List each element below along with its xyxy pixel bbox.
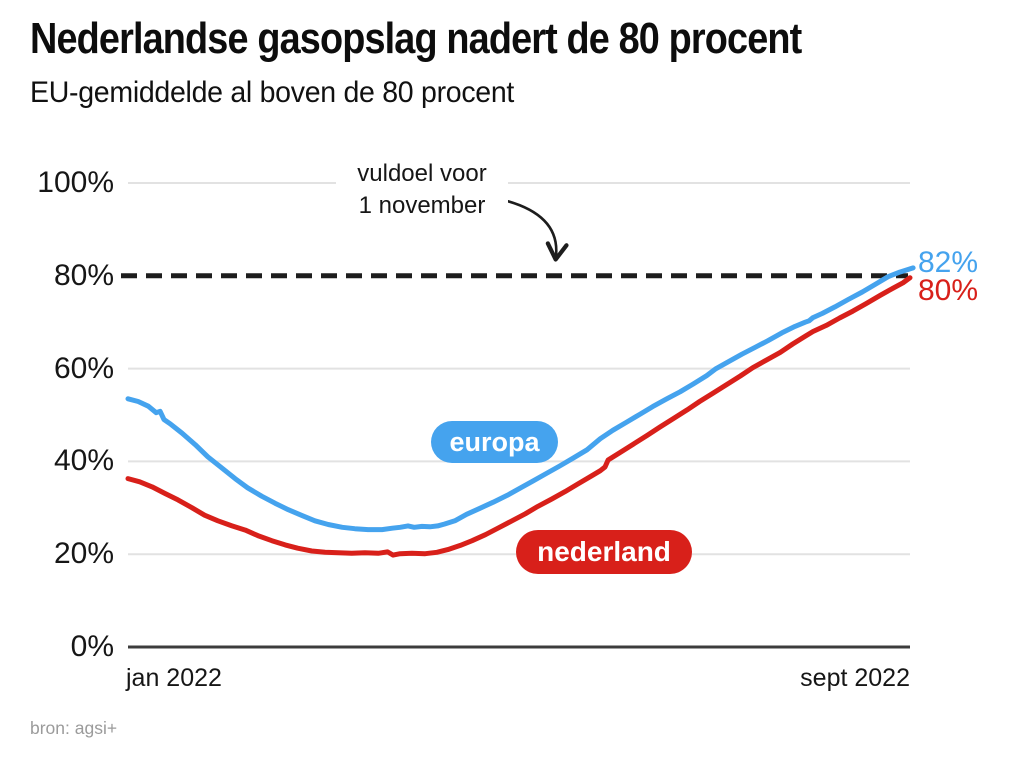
data-series-lines (125, 265, 916, 558)
y-axis-label-0: 0% (70, 630, 114, 663)
legend-pill-europa: europa (431, 421, 558, 463)
target-annotation-line1: vuldoel voor (357, 160, 487, 187)
nederland-line (125, 275, 913, 558)
target-annotation-line2: 1 november (358, 192, 486, 219)
source-credit: bron: agsi+ (30, 718, 118, 738)
y-axis-label-60: 60% (53, 351, 114, 385)
curved-arrow-icon (505, 199, 569, 262)
europa-end-value-label: 82% (918, 246, 979, 279)
legend-pill-europa-label: europa (449, 426, 540, 457)
y-axis-label-100: 100% (37, 166, 114, 199)
page-subtitle: EU-gemiddelde al boven de 80 procent (30, 76, 515, 109)
x-axis-label-jan: jan 2022 (126, 664, 222, 692)
gridlines (128, 182, 910, 649)
y-axis-label-20: 20% (53, 537, 114, 571)
europa-line (125, 265, 916, 533)
nederland-end-value-label: 80% (918, 274, 979, 307)
target-annotation: vuldoel voor 1 november (336, 157, 508, 223)
page-title: Nederlandse gasopslag nadert de 80 proce… (30, 14, 802, 63)
x-axis-label-sept: sept 2022 (800, 664, 910, 692)
legend-pill-nederland-label: nederland (537, 536, 671, 567)
y-axis-label-40: 40% (53, 444, 114, 478)
y-axis-label-80: 80% (53, 258, 114, 292)
legend-pill-nederland: nederland (516, 530, 692, 574)
